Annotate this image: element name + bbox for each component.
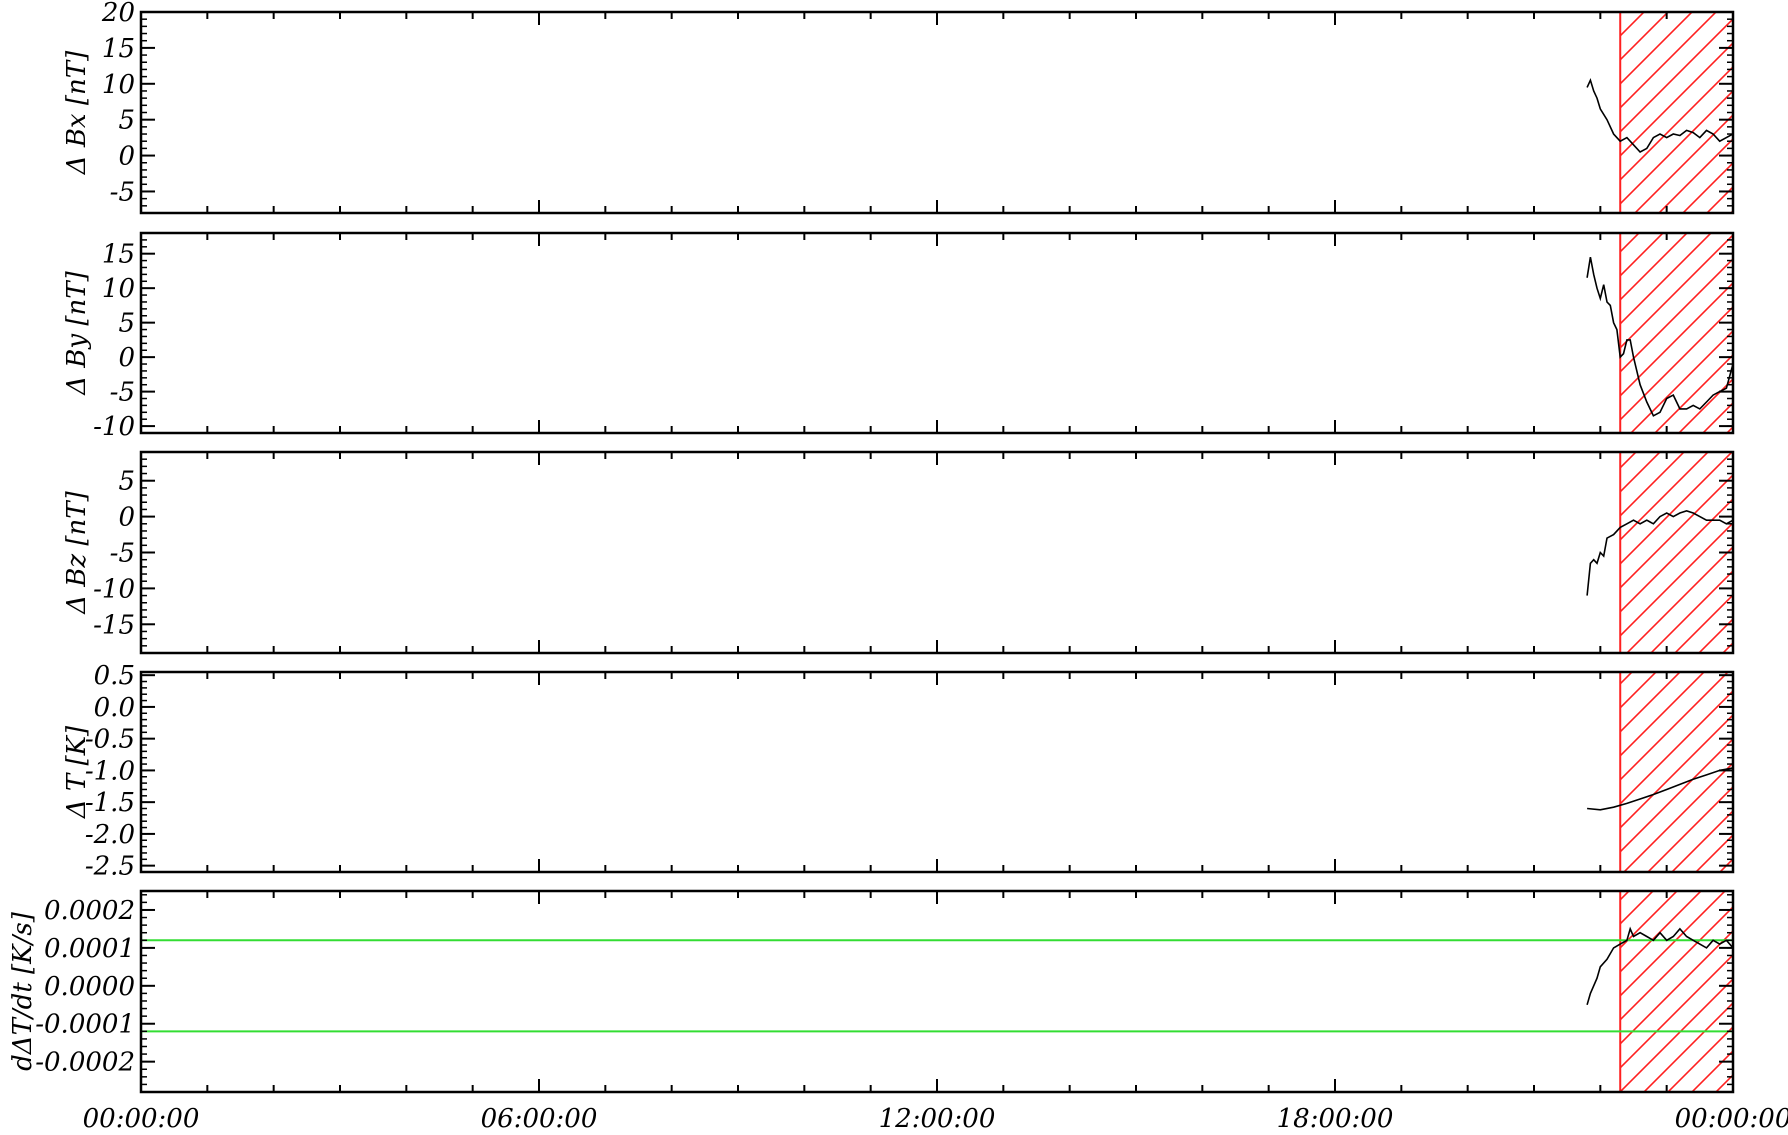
data-series-line — [1586, 77, 1733, 153]
y-tick-label: -15 — [93, 610, 135, 640]
panel-frame — [139, 670, 1735, 874]
panel-1: -5 0 5 10 15 20 Δ Bx [nT] — [62, 0, 1735, 215]
y-axis-title: Δ By [nT] — [62, 270, 92, 395]
y-tick-label: 0.0 — [94, 693, 135, 723]
y-axis-title: Δ Bx [nT] — [62, 50, 92, 175]
y-tick-label: -5 — [110, 378, 135, 408]
panel-frame — [139, 231, 1735, 435]
highlight-window — [1619, 232, 1734, 434]
y-tick-label: 20 — [101, 0, 135, 28]
y-tick-label: 0.0002 — [44, 896, 135, 926]
y-axis-title: dΔT/dt [K/s] — [8, 911, 38, 1071]
y-tick-label: -1.0 — [85, 756, 135, 786]
highlight-window — [1619, 11, 1734, 214]
y-tick-label: 15 — [102, 240, 135, 270]
y-tick-label: -2.0 — [85, 820, 135, 850]
panel-frame — [139, 889, 1735, 1094]
y-tick-label: -5 — [110, 539, 135, 569]
y-axis-title: Δ Bz [nT] — [62, 490, 92, 614]
panel-frame — [139, 450, 1735, 655]
y-tick-label: -2.5 — [85, 852, 135, 882]
x-tick-label: 06:00:00 — [481, 1104, 598, 1134]
y-tick-label: 5 — [118, 106, 135, 136]
data-series-line — [1586, 510, 1733, 596]
data-series-line — [1586, 926, 1733, 1006]
x-tick-label: 12:00:00 — [879, 1104, 996, 1134]
panel-2: -10 -5 0 5 10 15 Δ By [nT] — [62, 231, 1735, 442]
data-series-line — [1586, 256, 1733, 417]
y-tick-label: -10 — [93, 412, 135, 442]
y-tick-label: 0 — [118, 343, 135, 373]
y-tick-label: 5 — [118, 467, 135, 497]
x-tick-label: 00:00:00 — [83, 1104, 200, 1134]
panel-frame — [139, 10, 1735, 215]
y-tick-label: -10 — [93, 574, 135, 604]
y-axis-title: Δ T [K] — [62, 725, 92, 819]
x-tick-label: 18:00:00 — [1277, 1104, 1394, 1134]
highlight-window — [1619, 890, 1734, 1093]
y-tick-label: 5 — [118, 309, 135, 339]
highlight-window — [1619, 451, 1734, 654]
y-tick-label: 0.0001 — [44, 934, 135, 964]
x-tick-label: 00:00:00 — [1675, 1104, 1788, 1134]
y-tick-label: -0.0002 — [35, 1048, 135, 1078]
y-tick-label: -5 — [110, 177, 135, 207]
data-series-line — [1587, 767, 1733, 811]
y-tick-label: -0.0001 — [35, 1010, 135, 1040]
y-tick-label: 0.0000 — [44, 972, 135, 1002]
y-tick-label: 0 — [118, 142, 135, 172]
y-tick-label: 0.5 — [94, 661, 135, 691]
y-tick-label: 10 — [102, 70, 135, 100]
y-tick-label: -1.5 — [85, 788, 135, 818]
panel-4: -2.5-2.0-1.5-1.0-0.50.00.5 Δ T [K] — [62, 661, 1735, 882]
y-tick-label: 15 — [102, 34, 135, 64]
y-tick-label: 0 — [118, 503, 135, 533]
y-tick-label: 10 — [102, 274, 135, 304]
y-tick-label: -0.5 — [85, 725, 135, 755]
panel-3: -15 -10 -5 0 5 Δ Bz [nT] — [62, 450, 1735, 655]
